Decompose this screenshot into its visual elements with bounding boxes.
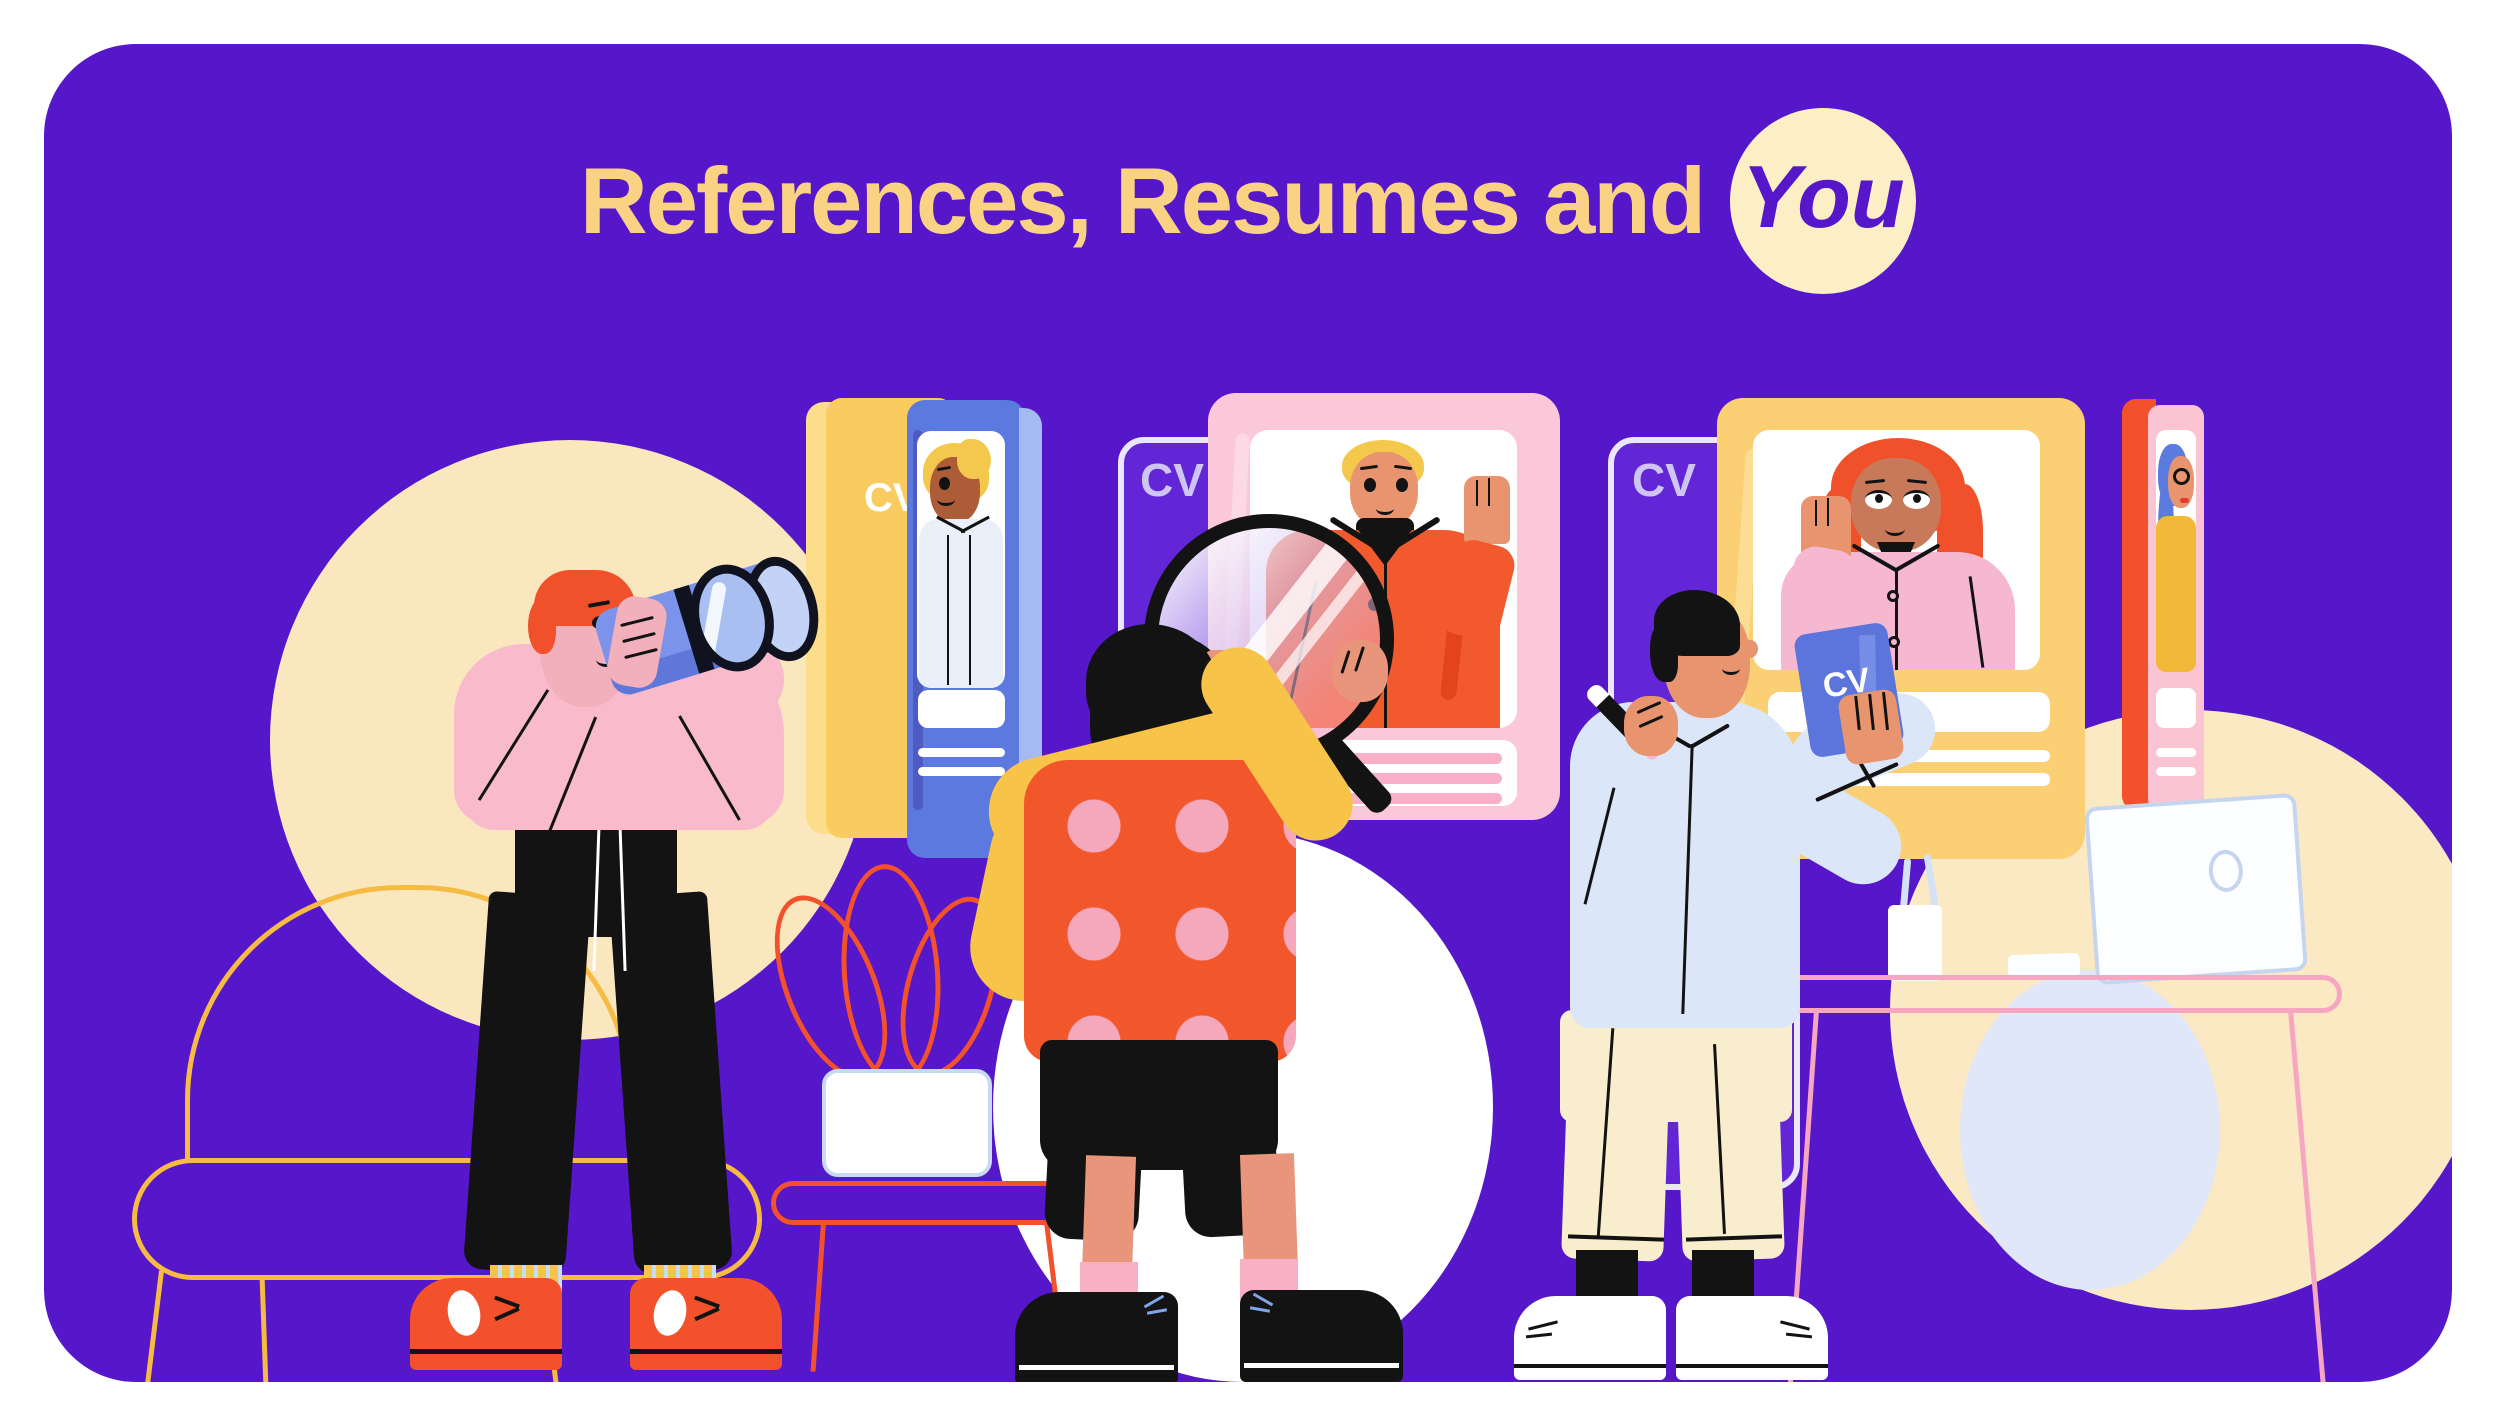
shoe-scribble xyxy=(1249,1306,1271,1313)
woman-leg xyxy=(1081,1155,1137,1275)
cv-card-purple-left-label: CV xyxy=(1140,454,1204,506)
bino-man-hair-side xyxy=(528,598,556,654)
you-highlight-text: You xyxy=(1741,147,1905,246)
shoe-dot xyxy=(443,1287,485,1339)
shoe-scribble xyxy=(1143,1294,1165,1309)
shoe-zigzag xyxy=(694,1306,720,1322)
shoe-scribble xyxy=(1146,1308,1168,1315)
candidate-smile xyxy=(1885,522,1905,536)
cv-text-block xyxy=(2156,688,2196,728)
shoe-dot xyxy=(649,1287,691,1339)
finger-line xyxy=(1488,478,1490,506)
shoe-scribble xyxy=(1528,1320,1558,1331)
purple-panel: CV CV xyxy=(44,44,2452,1382)
cv-text-block xyxy=(918,690,1005,728)
man-shoe xyxy=(1676,1296,1828,1380)
candidate-pupil xyxy=(1913,494,1921,503)
pen-cup xyxy=(1888,905,1942,981)
cv-text-line xyxy=(2156,767,2196,776)
woman-shoe xyxy=(1240,1290,1403,1382)
shoe-sole-line xyxy=(410,1349,562,1354)
shoe-sole-line xyxy=(1514,1364,1666,1368)
candidate-face xyxy=(1350,452,1418,528)
man-hair-back xyxy=(1650,624,1678,682)
candidate-shirt xyxy=(919,519,1003,688)
shoe-scribble xyxy=(1252,1292,1274,1307)
bench-leg xyxy=(259,1273,270,1382)
candidate-eye xyxy=(1364,478,1376,492)
cv-text-line xyxy=(2156,748,2196,757)
cv-card-purple-right-label: CV xyxy=(1632,454,1696,506)
shoe-zigzag xyxy=(494,1306,520,1322)
woman-shoe xyxy=(1015,1292,1178,1382)
shoe-scribble xyxy=(1525,1332,1553,1339)
man-eye xyxy=(1716,636,1731,648)
laptop-logo xyxy=(2207,848,2245,894)
shoe-scribble xyxy=(1780,1320,1810,1331)
shoe-scribble xyxy=(1785,1332,1813,1339)
laptop xyxy=(2084,792,2308,986)
finger-line xyxy=(1815,500,1817,526)
woman-polka-top xyxy=(1024,760,1296,1062)
shoe-sole-line xyxy=(1019,1365,1174,1370)
stool-seat xyxy=(771,1181,1066,1225)
cv-text-line xyxy=(1266,773,1502,784)
finger-line xyxy=(1827,498,1829,526)
cv-text-line xyxy=(918,748,1005,757)
candidate-hair-front xyxy=(957,439,991,479)
waving-hand xyxy=(1464,476,1510,544)
candidate-shirt xyxy=(2156,516,2196,672)
cardigan-button xyxy=(1887,590,1899,602)
cardigan-placket xyxy=(1895,570,1898,670)
cv-book-right xyxy=(2122,399,2208,811)
candidate-photo-frame xyxy=(2156,430,2196,672)
title-row: References, Resumes and You xyxy=(44,108,2452,294)
candidate-smile xyxy=(937,493,955,506)
candidate-glasses xyxy=(2173,468,2190,485)
candidate-photo-frame xyxy=(917,431,1005,688)
candidate-smile xyxy=(1376,502,1394,515)
shirt-line xyxy=(947,535,949,685)
bino-man-shoe xyxy=(410,1278,562,1370)
finger-line xyxy=(1476,480,1478,506)
book-pages-edge xyxy=(1019,408,1042,852)
cv-text-line xyxy=(1266,753,1502,764)
stool-leg xyxy=(810,1221,826,1372)
cv-text-line xyxy=(918,767,1005,776)
desk-top xyxy=(1780,975,2342,1013)
shoe-sole-line xyxy=(630,1349,782,1354)
plant-pot xyxy=(822,1069,992,1177)
bench-leg xyxy=(141,1270,164,1382)
man-shoe xyxy=(1514,1296,1666,1380)
you-highlight-circle: You xyxy=(1730,108,1917,294)
shoe-sole-line xyxy=(1676,1364,1828,1368)
candidate-pupil xyxy=(1875,494,1883,503)
cardigan-button xyxy=(1888,636,1900,648)
man-smile xyxy=(1722,662,1740,675)
lavender-ellipse xyxy=(1960,970,2220,1290)
woman-leg xyxy=(1239,1153,1299,1273)
shirt-line xyxy=(969,535,971,685)
candidate-eye xyxy=(939,477,950,490)
candidate-lips xyxy=(2180,498,2189,503)
page-title: References, Resumes and xyxy=(579,148,1706,253)
lens-glint xyxy=(699,581,728,663)
candidate-eye xyxy=(1396,478,1408,492)
shoe-sole-line xyxy=(1244,1363,1399,1368)
candidate-photo-frame xyxy=(1753,430,2040,670)
bino-man-shoe xyxy=(630,1278,782,1370)
